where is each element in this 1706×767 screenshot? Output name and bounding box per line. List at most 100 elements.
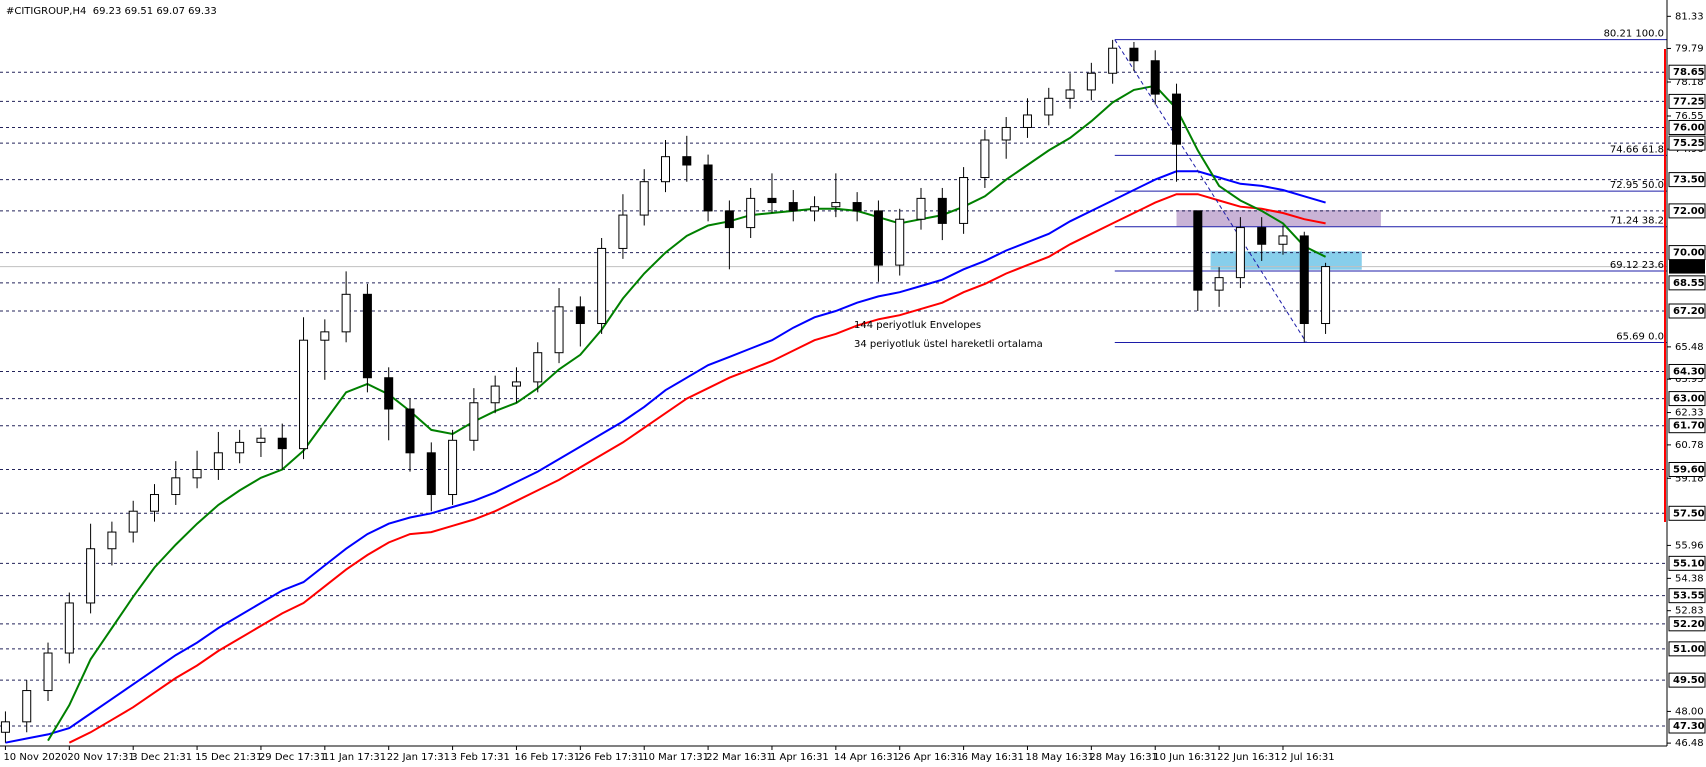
y-tick-label: 46.48	[1675, 738, 1704, 749]
x-tick-label: 26 Feb 17:31	[578, 752, 644, 763]
candle-body	[533, 352, 543, 383]
indicator-line	[47, 84, 1327, 742]
legend-entry: 144 periyotluk Envelopes	[854, 320, 981, 331]
candle-body	[554, 306, 564, 354]
level-label: 51.00	[1673, 644, 1705, 655]
indicator-line	[5, 170, 1326, 744]
candle-body	[426, 452, 436, 496]
level-label: 75.25	[1673, 138, 1705, 149]
back-layer	[0, 39, 1667, 744]
candle-body	[1129, 47, 1139, 62]
candle-body	[1235, 227, 1245, 279]
fib-label: 71.24 38.2	[1610, 216, 1664, 227]
level-label: 47.30	[1673, 721, 1705, 732]
level-label-box	[1668, 119, 1706, 135]
level-label: 67.20	[1673, 306, 1705, 317]
candle-body	[831, 202, 841, 208]
x-tick-label: 29 Dec 17:31	[259, 752, 326, 763]
level-label: 78.65	[1673, 67, 1705, 78]
x-tick-label: 10 Mar 17:31	[642, 752, 709, 763]
level-label-box	[1668, 93, 1706, 109]
candle-body	[86, 548, 96, 604]
legend-entry: 34 periyotluk üstel hareketli ortalama	[854, 339, 1043, 350]
candle-body	[852, 202, 862, 212]
level-label-box	[1668, 555, 1706, 571]
y-tick-label: 78.18	[1675, 77, 1704, 88]
x-tick-label: 14 Apr 16:31	[834, 752, 899, 763]
level-label: 64.30	[1673, 366, 1705, 377]
candle-body	[1278, 235, 1288, 245]
y-tick-label: 65.48	[1675, 342, 1704, 353]
candle-body	[256, 437, 266, 443]
candle-body	[895, 218, 905, 266]
y-tick-label: 55.96	[1675, 540, 1704, 551]
level-label-box	[1668, 418, 1706, 434]
candle-body	[1193, 210, 1203, 291]
candle-body	[1065, 89, 1075, 99]
candle-body	[1044, 97, 1054, 116]
candle-body	[724, 210, 734, 229]
level-label-box	[1668, 505, 1706, 521]
candle-body	[1299, 235, 1309, 325]
level-label-box	[1668, 363, 1706, 379]
level-label-box	[1668, 718, 1706, 734]
candle-body	[618, 214, 628, 249]
level-label: 70.00	[1673, 248, 1705, 259]
level-label-box	[1668, 588, 1706, 604]
level-label-box	[1668, 135, 1706, 151]
fib-label: 65.69 0.0	[1616, 331, 1664, 342]
candle-body	[192, 468, 202, 479]
level-label: 72.00	[1673, 206, 1705, 217]
candle-body	[1172, 93, 1182, 145]
candle-body	[810, 206, 820, 212]
candle-body	[597, 247, 607, 325]
candle-body	[171, 477, 181, 496]
candle-body	[661, 156, 671, 183]
x-tick-label: 16 Feb 17:31	[514, 752, 580, 763]
candle-body	[22, 690, 32, 723]
x-tick-label: 3 Feb 17:31	[451, 752, 510, 763]
x-tick-label: 6 May 16:31	[962, 752, 1024, 763]
level-label: 61.70	[1673, 421, 1705, 432]
x-tick-label: 28 May 16:31	[1089, 752, 1158, 763]
y-tick-label: 48.00	[1675, 706, 1704, 717]
x-tick-label: 18 May 16:31	[1025, 752, 1094, 763]
x-tick-label: 22 Jun 16:31	[1217, 752, 1281, 763]
x-tick-label: 2 Jul 16:31	[1281, 752, 1335, 763]
candle-body	[1214, 277, 1224, 291]
level-label-box	[1668, 303, 1706, 319]
candle-body	[469, 402, 479, 441]
candle-body	[43, 652, 53, 692]
candle-body	[362, 293, 372, 379]
level-label: 76.00	[1673, 122, 1705, 133]
y-tick-label: 63.93	[1675, 374, 1704, 385]
y-tick-label: 52.83	[1675, 606, 1704, 617]
y-tick-label: 60.78	[1675, 440, 1704, 451]
indicator-line	[68, 193, 1326, 744]
x-tick-label: 3 Dec 21:31	[131, 752, 192, 763]
level-label-box	[1668, 64, 1706, 80]
candle-body	[320, 331, 330, 341]
candle-body	[916, 197, 926, 220]
candle-body	[575, 306, 585, 325]
candle-body	[149, 494, 159, 512]
candle-body	[213, 452, 223, 470]
level-label: 77.25	[1673, 96, 1705, 107]
level-label: 57.50	[1673, 508, 1705, 519]
level-label: 55.10	[1673, 558, 1705, 569]
x-tick-label: 15 Dec 21:31	[195, 752, 262, 763]
x-tick-label: 11 Jan 17:31	[323, 752, 386, 763]
candle-body	[0, 721, 10, 733]
candle-body	[64, 602, 74, 654]
fib-label: 72.95 50.0	[1610, 180, 1664, 191]
y-tick-label: 79.79	[1675, 43, 1704, 54]
level-label: 49.50	[1673, 675, 1705, 686]
x-tick-label: 1 Apr 16:31	[770, 752, 829, 763]
candle-body	[767, 197, 777, 204]
price-zone	[1176, 210, 1381, 227]
candle-body	[235, 441, 245, 454]
candle-body	[703, 164, 713, 212]
y-tick-label: 62.33	[1675, 408, 1704, 419]
